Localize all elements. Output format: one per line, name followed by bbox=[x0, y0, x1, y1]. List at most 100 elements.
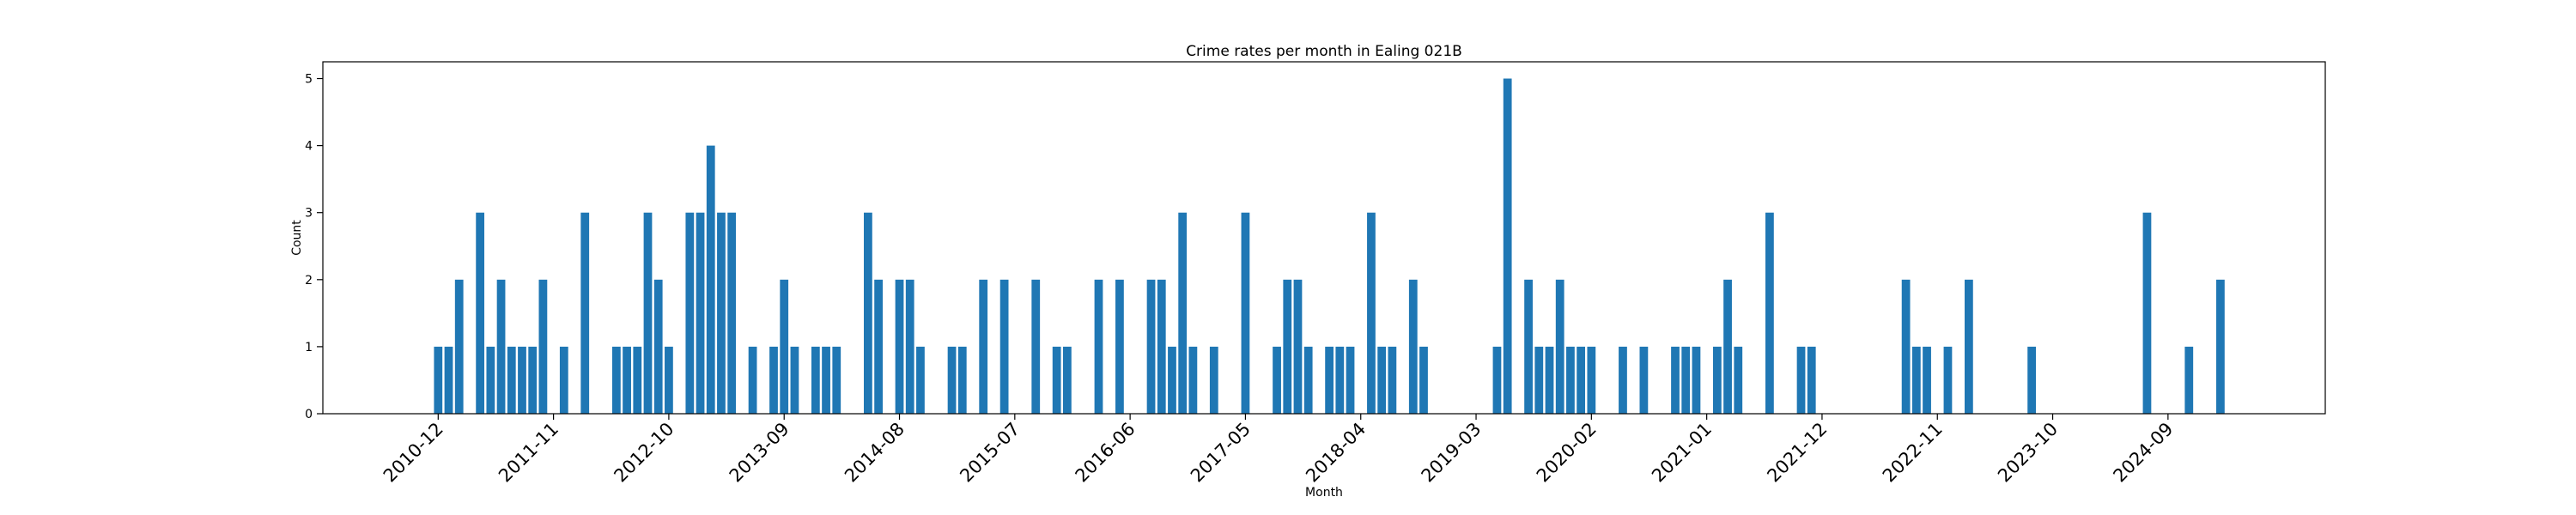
bar-2018-05 bbox=[1367, 212, 1376, 414]
bar-2011-08 bbox=[518, 346, 526, 414]
bar-2022-12 bbox=[1943, 346, 1953, 414]
bar-2020-10 bbox=[1671, 346, 1680, 414]
bar-2011-06 bbox=[496, 279, 506, 414]
bar-2013-12 bbox=[811, 346, 820, 414]
bar-2020-05 bbox=[1619, 346, 1627, 414]
bar-2022-08 bbox=[1901, 279, 1911, 414]
bar-2024-07 bbox=[2142, 212, 2152, 414]
bar-2018-03 bbox=[1346, 346, 1355, 414]
bar-2011-10 bbox=[538, 279, 548, 414]
bar-2019-11 bbox=[1555, 279, 1564, 414]
bar-2018-09 bbox=[1408, 279, 1418, 414]
bar-2016-03 bbox=[1094, 279, 1103, 414]
bar-2013-08 bbox=[769, 346, 778, 414]
y-tick-label: 3 bbox=[305, 207, 313, 221]
plot-frame bbox=[322, 61, 2326, 415]
bar-2012-06 bbox=[623, 346, 631, 414]
bar-2015-06 bbox=[999, 279, 1009, 414]
bar-2013-03 bbox=[717, 212, 726, 414]
bar-2018-01 bbox=[1325, 346, 1334, 414]
y-axis: 0 1 2 3 4 5 bbox=[305, 73, 323, 421]
x-tick-label: 2015-07 bbox=[956, 419, 1024, 487]
bar-2011-12 bbox=[559, 346, 568, 414]
bar-2013-01 bbox=[696, 212, 705, 414]
bar-2011-09 bbox=[528, 346, 538, 414]
bar-2013-06 bbox=[748, 346, 757, 414]
x-tick-label: 2023-10 bbox=[1994, 419, 2062, 487]
bar-2016-12 bbox=[1188, 346, 1198, 414]
bar-2015-09 bbox=[1031, 279, 1041, 414]
bar-2014-09 bbox=[905, 279, 914, 414]
bar-2017-11 bbox=[1303, 346, 1313, 414]
bar-2020-07 bbox=[1639, 346, 1649, 414]
bar-2015-01 bbox=[947, 346, 957, 414]
bar-2021-10 bbox=[1796, 346, 1806, 414]
x-axis-label: Month bbox=[1305, 486, 1343, 500]
bar-2012-05 bbox=[611, 346, 621, 414]
x-tick-label: 2010-12 bbox=[380, 419, 447, 487]
x-tick-label: 2021-01 bbox=[1648, 419, 1716, 487]
bar-2011-02 bbox=[454, 279, 464, 414]
y-tick-label: 4 bbox=[305, 140, 313, 154]
bar-2022-10 bbox=[1923, 346, 1931, 414]
bar-2012-07 bbox=[633, 346, 642, 414]
bar-2023-08 bbox=[2027, 346, 2037, 414]
bar-2011-07 bbox=[507, 346, 516, 414]
bar-2013-09 bbox=[780, 279, 789, 414]
x-tick-label: 2019-03 bbox=[1418, 419, 1485, 487]
bar-2012-08 bbox=[643, 212, 653, 414]
bar-2010-12 bbox=[434, 346, 443, 414]
y-tick-label: 0 bbox=[305, 408, 313, 421]
bar-2021-03 bbox=[1723, 279, 1732, 414]
bar-2016-10 bbox=[1168, 346, 1176, 414]
bar-2014-08 bbox=[895, 279, 904, 414]
bar-2017-10 bbox=[1293, 279, 1303, 414]
bar-2014-02 bbox=[832, 346, 841, 414]
bar-2016-05 bbox=[1115, 279, 1124, 414]
bar-2016-11 bbox=[1178, 212, 1188, 414]
bar-2018-10 bbox=[1419, 346, 1428, 414]
bar-2021-07 bbox=[1765, 212, 1774, 414]
bar-2017-09 bbox=[1283, 279, 1292, 414]
x-tick-label: 2022-11 bbox=[1879, 419, 1947, 487]
bar-2023-02 bbox=[1965, 279, 1973, 414]
bar-2014-10 bbox=[916, 346, 925, 414]
bar-2021-11 bbox=[1807, 346, 1816, 414]
bar-2014-06 bbox=[874, 279, 883, 414]
bar-2015-02 bbox=[957, 346, 967, 414]
bar-2019-12 bbox=[1566, 346, 1575, 414]
bar-2015-12 bbox=[1062, 346, 1072, 414]
x-tick-label: 2017-05 bbox=[1187, 419, 1255, 487]
x-axis: 2010-12 2011-11 2012-10 2013-09 2014-08 2015-… bbox=[380, 414, 2177, 487]
bar-2016-09 bbox=[1157, 279, 1166, 414]
bar-2013-10 bbox=[790, 346, 799, 414]
bar-2013-04 bbox=[727, 212, 737, 414]
bar-2015-11 bbox=[1052, 346, 1061, 414]
bar-2018-06 bbox=[1377, 346, 1387, 414]
bar-2016-08 bbox=[1146, 279, 1156, 414]
bar-2014-05 bbox=[864, 212, 872, 414]
bars-group bbox=[434, 78, 2225, 415]
y-axis-label: Count bbox=[290, 220, 304, 256]
bar-2012-12 bbox=[685, 212, 695, 414]
bar-2022-09 bbox=[1911, 346, 1921, 414]
bar-2025-02 bbox=[2216, 279, 2225, 414]
bar-2012-09 bbox=[653, 279, 663, 414]
x-tick-label: 2021-12 bbox=[1763, 419, 1831, 487]
bar-2020-01 bbox=[1577, 346, 1586, 414]
bar-2014-01 bbox=[822, 346, 830, 414]
y-tick-label: 2 bbox=[305, 274, 313, 288]
x-tick-label: 2024-09 bbox=[2109, 419, 2177, 487]
x-tick-label: 2014-08 bbox=[841, 419, 908, 487]
bar-2019-05 bbox=[1492, 346, 1502, 414]
bar-2019-08 bbox=[1524, 279, 1533, 414]
y-tick-label: 5 bbox=[305, 73, 313, 87]
x-tick-label: 2020-02 bbox=[1533, 419, 1601, 487]
chart-title: Crime rates per month in Ealing 021B bbox=[1186, 43, 1462, 60]
bar-2011-05 bbox=[486, 346, 495, 414]
x-tick-label: 2012-10 bbox=[610, 419, 677, 487]
bar-2018-02 bbox=[1335, 346, 1345, 414]
bar-2013-02 bbox=[706, 145, 715, 414]
bar-2020-12 bbox=[1692, 346, 1701, 414]
bar-2019-06 bbox=[1503, 78, 1512, 415]
